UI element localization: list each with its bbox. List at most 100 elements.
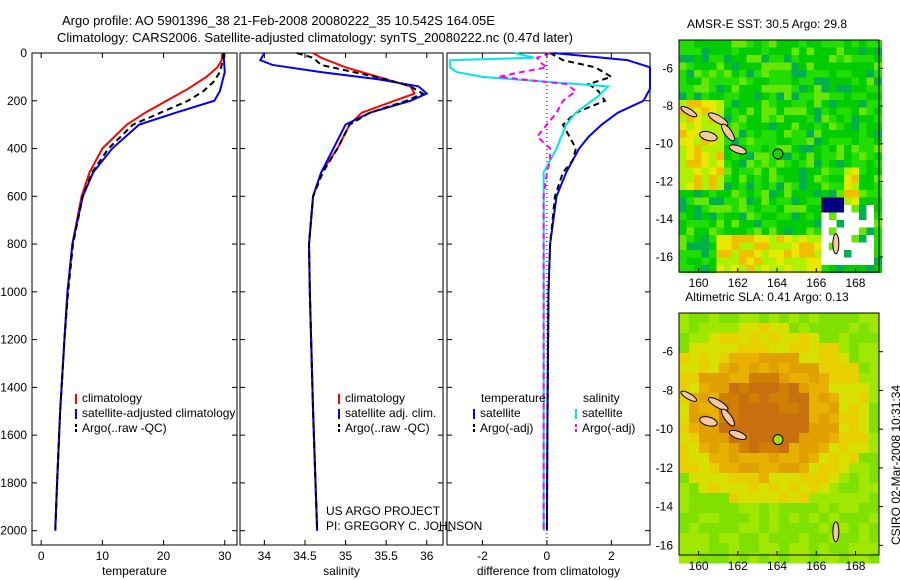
map-cell [859, 182, 867, 191]
map-cell [821, 107, 830, 116]
map-cell [679, 205, 687, 213]
map-cell [731, 70, 740, 78]
map-cell [746, 85, 755, 93]
map-cell [859, 40, 867, 48]
map-cell [739, 175, 747, 183]
map-cell [716, 257, 725, 266]
map-cell [754, 137, 762, 146]
map-cell [679, 543, 690, 554]
map-cell [769, 333, 780, 344]
map-cell [739, 242, 747, 251]
map-cell [689, 423, 700, 434]
map-cell [701, 152, 710, 161]
map-cell [694, 55, 702, 63]
map-cell [716, 205, 725, 213]
legend-label: climatology [345, 391, 405, 405]
map-cell [686, 100, 695, 108]
map-cell [739, 100, 747, 108]
map-cell [799, 190, 807, 198]
map-cell [689, 463, 700, 474]
map-cell [819, 513, 830, 524]
map-cell [866, 40, 875, 48]
map-cell [699, 423, 710, 434]
map-cell [866, 62, 875, 71]
map-cell [686, 122, 695, 131]
map-cell [849, 353, 860, 364]
map-cell [809, 473, 820, 484]
map-cell [799, 313, 810, 324]
map-cell [731, 212, 740, 221]
map-cell [799, 85, 807, 93]
map-cell [724, 152, 732, 161]
map-cell [821, 40, 830, 48]
map-cell [851, 160, 860, 168]
map-cell [754, 47, 762, 56]
map-cell [839, 333, 850, 344]
map-cell [791, 62, 800, 71]
map-cell [746, 227, 755, 236]
map-cell [859, 220, 867, 228]
map-cell [806, 242, 815, 251]
map-cell [679, 122, 687, 131]
map-cell [709, 363, 720, 374]
legend-title-salinity: salinity [583, 391, 620, 405]
map-cell [874, 137, 882, 146]
map-cell [814, 197, 822, 206]
map-cell [716, 182, 725, 191]
x-tick-label: 34 [258, 549, 272, 563]
map-cell [769, 40, 777, 48]
map-cell [719, 363, 730, 374]
map-cell [769, 383, 780, 394]
map-cell [719, 353, 730, 364]
map-cell [731, 130, 740, 138]
map-cell [869, 393, 880, 404]
map-cell [869, 413, 880, 424]
map-cell [859, 190, 867, 198]
map-cell [799, 523, 810, 534]
island-shape [728, 144, 747, 155]
map-cell [821, 85, 830, 93]
plot-frame [239, 52, 444, 546]
map-cell [701, 182, 710, 191]
map-cell [814, 175, 822, 183]
map-cell [686, 212, 695, 221]
map-cell [809, 433, 820, 444]
map-cell [844, 115, 852, 123]
map-cell [874, 235, 882, 243]
map-cell [791, 182, 800, 191]
map-cell [689, 443, 700, 454]
map-cell [716, 107, 725, 116]
map-cell [849, 523, 860, 534]
side-stamp: CSIRO 02-Mar-2008 10:31:34 [889, 384, 900, 545]
map-cell [814, 160, 822, 168]
map-cell [701, 145, 710, 153]
map-cell [739, 220, 747, 228]
map-cell [836, 115, 845, 123]
map-cell [739, 533, 750, 544]
map-cell [869, 343, 880, 354]
map-cell [809, 373, 820, 384]
map-cell [844, 100, 852, 108]
map-cell [784, 265, 792, 273]
map-cell [806, 182, 815, 191]
map-cell [814, 227, 822, 236]
map-cell [731, 137, 740, 146]
map-cell [791, 85, 800, 93]
map-cell [844, 152, 852, 161]
map-cell [836, 257, 845, 266]
map-cell [809, 423, 820, 434]
map-cell [866, 130, 875, 138]
y-tick-label: 1000 [0, 285, 27, 299]
map-cell [716, 137, 725, 146]
map-cell [746, 212, 755, 221]
map-cell [709, 343, 720, 354]
map-cell [699, 533, 710, 544]
map-cell [859, 493, 870, 504]
map-cell [739, 205, 747, 213]
map-cell [769, 182, 777, 191]
map-cell [829, 463, 840, 474]
map-cell [679, 175, 687, 183]
map-cell [814, 220, 822, 228]
map-cell [806, 115, 815, 123]
map-cell [716, 265, 725, 273]
